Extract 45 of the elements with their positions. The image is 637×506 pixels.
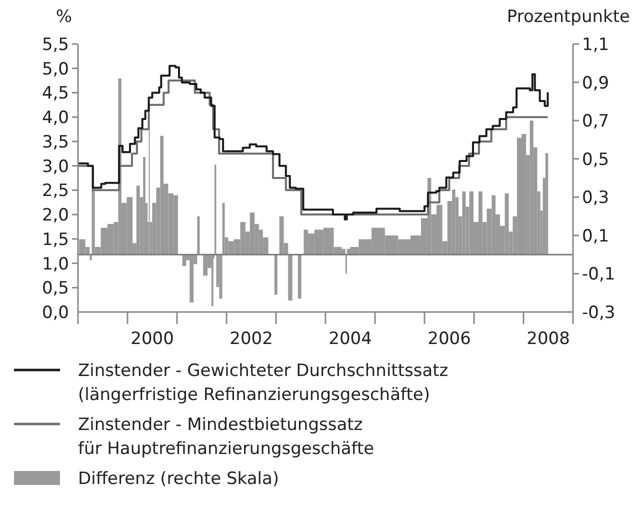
bar (274, 254, 278, 295)
bar (516, 138, 522, 255)
legend-label: Zinstender - Mindestbietungssatz für Hauptrefinanzierungsgeschäfte (78, 415, 374, 459)
y2-axis-title: Prozentpunkte (506, 7, 630, 27)
bar (279, 216, 284, 255)
y2-tick-label: 0,7 (582, 112, 610, 132)
y-tick-label: 4,5 (42, 84, 69, 104)
bar (288, 254, 292, 301)
bar (190, 254, 194, 302)
y2-tick-label: 0,5 (582, 150, 610, 170)
y2-tick-label: 0,1 (582, 226, 610, 246)
y-tick-label: 3,5 (42, 132, 69, 152)
bar (203, 254, 208, 276)
y-tick-label: 2,0 (42, 206, 69, 226)
y2-tick-label: -0,3 (582, 303, 616, 323)
y2-tick-label: -0,1 (582, 264, 616, 285)
y-tick-label: 3,0 (42, 156, 69, 177)
bar (545, 153, 548, 255)
bar (222, 202, 225, 255)
x-tick-label: 2002 (230, 329, 273, 349)
bar (197, 216, 200, 255)
bar (298, 254, 302, 299)
bar (160, 136, 164, 255)
bar (462, 191, 466, 255)
y2-tick-label: 0,3 (582, 188, 610, 208)
legend-label: Zinstender - Gewichteter Durchschnittssatz (längerfristige Refinanzierungsgeschäfte) (78, 361, 448, 405)
bar (136, 186, 140, 255)
y-axis-title: % (56, 7, 72, 27)
y-tick-label: 1,0 (42, 254, 69, 274)
y2-tick-label: 0,9 (582, 73, 610, 94)
y-tick-label: 4,0 (42, 108, 69, 128)
bar (219, 254, 222, 299)
x-tick-label: 2006 (428, 329, 471, 349)
x-tick-label: 2004 (328, 329, 372, 349)
bar (250, 212, 255, 255)
y2-tick-label: 1,1 (582, 35, 610, 55)
y-tick-label: 0,5 (42, 278, 69, 299)
y-tick-label: 5,5 (42, 35, 69, 55)
x-tick-label: 2008 (526, 329, 570, 349)
y-tick-label: 5,0 (42, 59, 69, 80)
y-tick-label: 1,5 (42, 230, 69, 250)
y-tick-label: 0,0 (42, 303, 69, 323)
y-tick-label: 2,5 (42, 181, 69, 202)
legend-label: Differenz (rechte Skala) (78, 469, 280, 489)
x-tick-label: 2000 (130, 329, 174, 349)
